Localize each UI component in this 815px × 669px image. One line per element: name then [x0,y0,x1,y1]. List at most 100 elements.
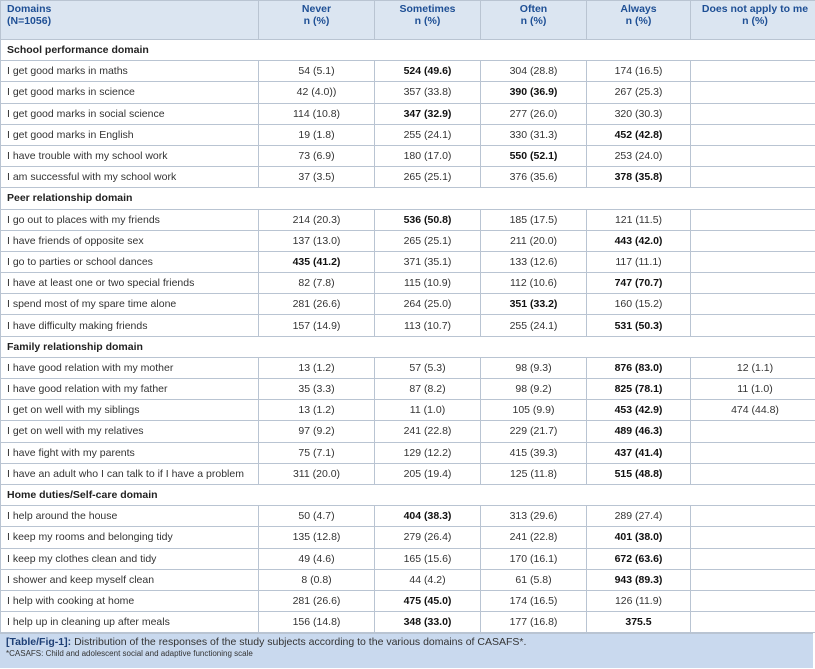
row-label: I am successful with my school work [0,166,259,189]
row-label: I get good marks in science [0,81,259,104]
header-line: (N=1056) [7,15,52,27]
row-label: I go to parties or school dances [0,250,259,274]
section-title: Home duties/Self-care domain [0,483,815,507]
table-cell: 311 (20.0) [258,462,375,485]
table-cell: 73 (6.9) [258,144,375,168]
table-cell: 313 (29.6) [480,505,587,528]
data-row: I get good marks in science 42 (4.0)) 357 … [0,81,815,104]
table-cell: 241 (22.8) [374,420,481,443]
data-row: I have friends of opposite sex 137 (13.0)… [0,229,815,252]
table-cell: 37 (3.5) [258,166,375,189]
header-cell: Often n (%) [480,0,587,40]
row-label: I shower and keep myself clean [0,568,259,591]
data-row: I have an adult who I can talk to if I h… [0,462,815,485]
header-line: n (%) [303,15,330,27]
section-row: Peer relationship domain [0,187,815,210]
empty-cell [690,208,815,231]
table-cell: 265 (25.1) [374,166,481,189]
table-cell: 357 (33.8) [374,81,481,104]
data-row: I get on well with my siblings 13 (1.2) 11… [0,399,815,422]
table-cell: 253 (24.0) [586,144,691,168]
table-cell: 174 (16.5) [586,60,691,83]
table-cell: 113 (10.7) [374,314,481,337]
table-cell: 97 (9.2) [258,420,375,443]
section-row: School performance domain [0,38,815,62]
data-row: I keep my rooms and belonging tidy 135 (1… [0,526,815,549]
data-row: I have fight with my parents 75 (7.1) 129 … [0,441,815,464]
table-body: School performance domain I get good mark… [0,38,815,634]
row-label: I keep my clothes clean and tidy [0,547,259,570]
table-cell: 205 (19.4) [374,462,481,485]
data-row: I have difficulty making friends 157 (14.… [0,314,815,337]
table-cell: 536 (50.8) [374,208,481,231]
table-cell: 57 (5.3) [374,356,481,380]
table-cell: 87 (8.2) [374,377,481,401]
table-cell: 44 (4.2) [374,568,481,591]
row-label: I get good marks in social science [0,102,259,125]
header-cell: Never n (%) [258,0,375,40]
data-row: I get good marks in English 19 (1.8) 255 (… [0,123,815,146]
table-cell: 550 (52.1) [480,144,587,168]
header-line: Sometimes [399,3,456,15]
row-label: I have good relation with my father [0,377,259,401]
table-cell: 531 (50.3) [586,314,691,337]
table-cell: 54 (5.1) [258,60,375,83]
header-row: Domains (N=1056) Never n (%) Sometimes n (%) O… [0,0,815,40]
table-cell: 170 (16.1) [480,547,587,570]
table-cell: 156 (14.8) [258,611,375,634]
caption-line: [Table/Fig-1]: Distribution of the respo… [6,636,807,649]
data-row: I am successful with my school work 37 (3… [0,166,815,189]
header-line: n (%) [625,15,652,27]
row-label: I have friends of opposite sex [0,229,259,252]
empty-cell [690,526,815,549]
footnote: *CASAFS: Child and adolescent social and… [6,649,253,659]
section-row: Family relationship domain [0,335,815,358]
row-label: I get good marks in maths [0,60,259,83]
empty-cell [690,272,815,295]
table-cell: 35 (3.3) [258,377,375,401]
row-label: I spend most of my spare time alone [0,293,259,316]
table-cell: 211 (20.0) [480,229,587,252]
empty-cell [690,589,815,613]
row-label: I help with cooking at home [0,589,259,613]
empty-cell [690,462,815,485]
table-cell: 401 (38.0) [586,526,691,549]
table-cell: 165 (15.6) [374,547,481,570]
data-row: I get good marks in maths 54 (5.1) 524 (49… [0,60,815,83]
table-cell: 376 (35.6) [480,166,587,189]
table-cell: 185 (17.5) [480,208,587,231]
data-row: I have good relation with my mother 13 (1… [0,356,815,380]
table-cell: 304 (28.8) [480,60,587,83]
table-cell: 11 (1.0) [374,399,481,422]
table-cell: 281 (26.6) [258,589,375,613]
table-cell: 125 (11.8) [480,462,587,485]
table-cell: 255 (24.1) [374,123,481,146]
header-line: Never [301,3,332,15]
empty-cell [690,166,815,189]
table-cell: 437 (41.4) [586,441,691,464]
table-cell: 82 (7.8) [258,272,375,295]
data-row: I help with cooking at home 281 (26.6) 475… [0,589,815,613]
row-label: I have difficulty making friends [0,314,259,337]
table-cell: 375.5 [586,611,691,634]
table-cell: 267 (25.3) [586,81,691,104]
table-cell: 129 (12.2) [374,441,481,464]
table-cell: 515 (48.8) [586,462,691,485]
header-line: Domains [7,3,52,15]
table-cell: 135 (12.8) [258,526,375,549]
row-label: I have an adult who I can talk to if I h… [0,462,259,485]
table-cell: 214 (20.3) [258,208,375,231]
table-cell: 42 (4.0)) [258,81,375,104]
table-cell: 50 (4.7) [258,505,375,528]
table-cell: 19 (1.8) [258,123,375,146]
table-cell: 435 (41.2) [258,250,375,274]
table-cell: 289 (27.4) [586,505,691,528]
empty-cell [690,568,815,591]
empty-cell [690,547,815,570]
row-label: I get on well with my relatives [0,420,259,443]
table-cell: 177 (16.8) [480,611,587,634]
table-cell: 943 (89.3) [586,568,691,591]
section-title: Family relationship domain [0,335,815,358]
table-cell: 180 (17.0) [374,144,481,168]
